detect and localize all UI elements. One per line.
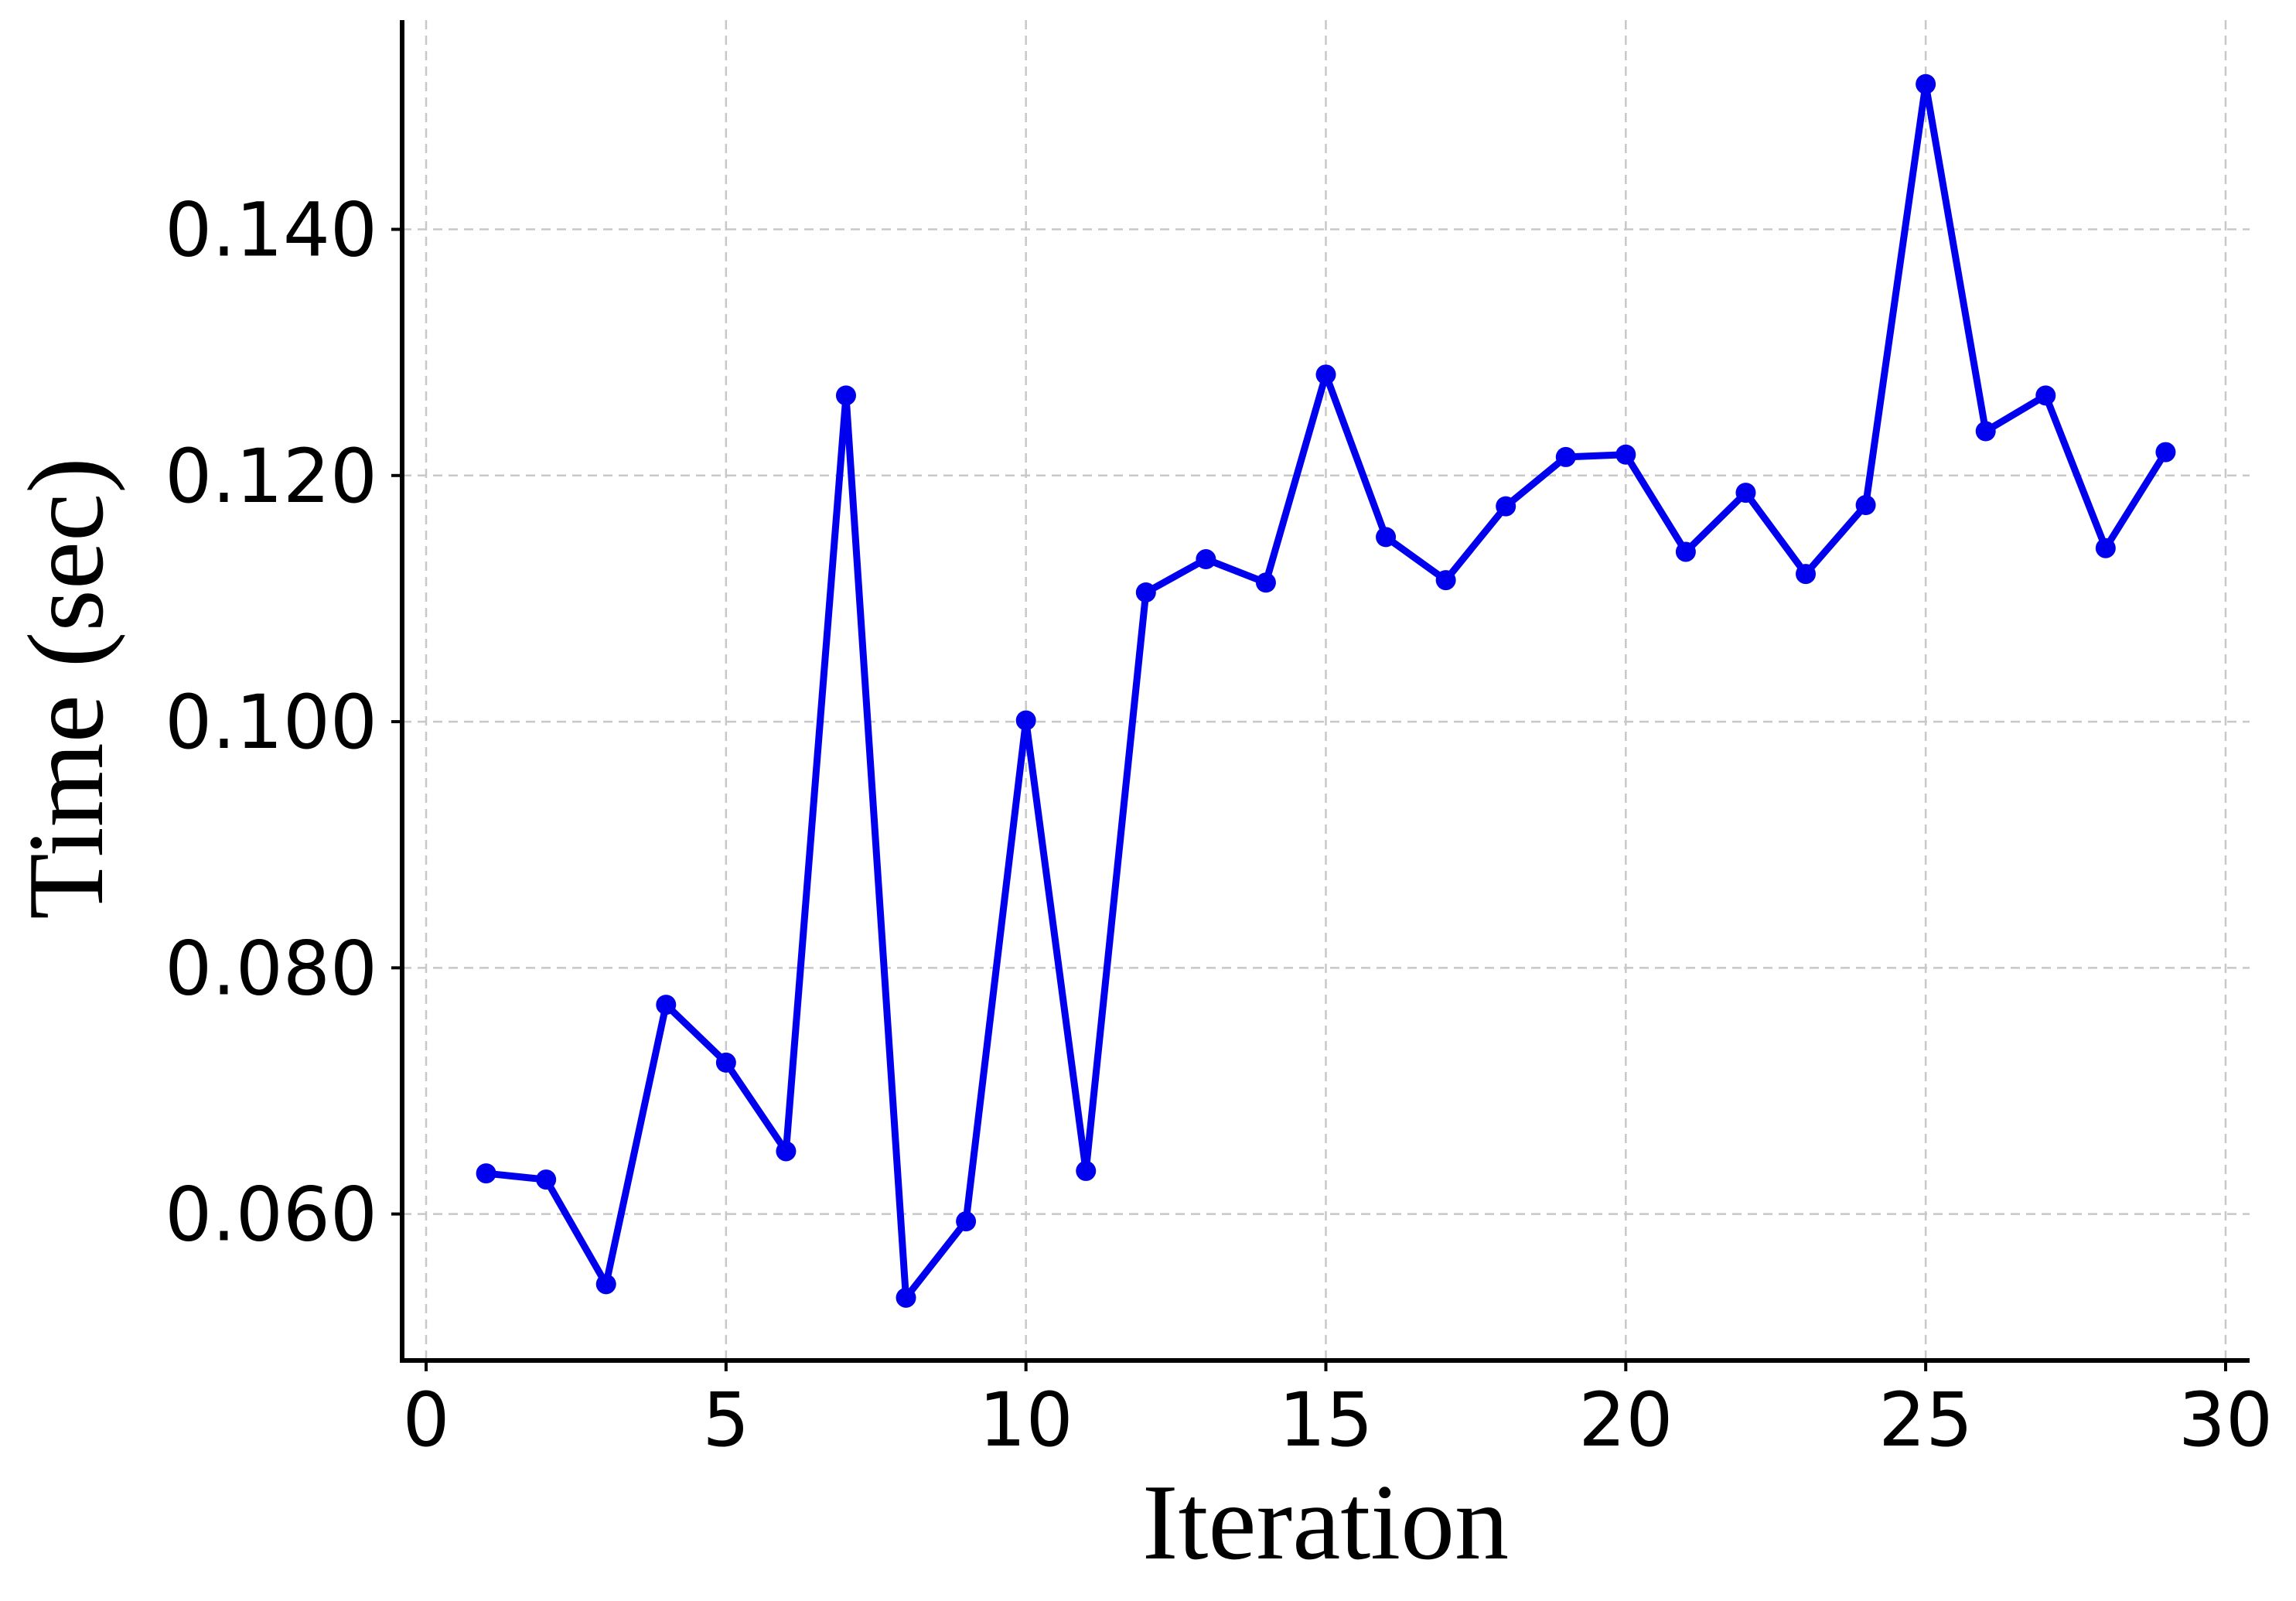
data-point (1315, 364, 1336, 385)
data-point (896, 1287, 916, 1308)
y-tick-label: 0.140 (165, 187, 377, 274)
grid (402, 20, 2250, 1360)
data-point (536, 1169, 557, 1190)
data-point (1796, 564, 1817, 585)
x-tick-label: 25 (1878, 1377, 1973, 1463)
x-tick-label: 0 (402, 1377, 449, 1463)
y-tick-label: 0.060 (165, 1172, 377, 1258)
y-tick-label: 0.120 (165, 433, 377, 520)
data-point (1916, 73, 1936, 94)
y-tick-label: 0.080 (165, 925, 377, 1012)
data-point (1855, 494, 1876, 515)
x-tick-label: 5 (702, 1377, 749, 1463)
data-point (476, 1163, 496, 1184)
data-point (1735, 483, 1756, 504)
data-point (656, 995, 677, 1016)
data-point (715, 1052, 736, 1073)
data-point (1135, 582, 1156, 603)
data-point (1496, 496, 1516, 517)
data-point (2035, 385, 2056, 406)
y-axis-title: Time (sec) (6, 457, 126, 920)
data-point (2155, 442, 2176, 463)
x-tick-label: 15 (1278, 1377, 1373, 1463)
series (476, 73, 2176, 1308)
data-point (1076, 1160, 1097, 1181)
data-point (595, 1274, 616, 1295)
data-point (1255, 572, 1276, 593)
data-point (2095, 538, 2116, 558)
x-tick-label: 10 (979, 1377, 1073, 1463)
x-axis-title: Iteration (1142, 1463, 1509, 1582)
data-point (1376, 527, 1397, 548)
x-tick-label: 30 (2178, 1377, 2273, 1463)
data-point (835, 385, 856, 406)
data-point (956, 1211, 977, 1232)
data-point (1675, 541, 1696, 562)
data-point (1015, 710, 1036, 731)
data-point (1975, 421, 1996, 442)
data-point (776, 1141, 797, 1162)
x-tick-label: 20 (1578, 1377, 1673, 1463)
data-point (1615, 444, 1636, 465)
data-point (1196, 549, 1216, 570)
data-point (1555, 446, 1576, 467)
data-point (1435, 570, 1456, 591)
ticks: 0 5 10 15 20 25 30 0.060 0.080 0.100 0.120 0.140 (165, 187, 2273, 1463)
y-tick-label: 0.100 (165, 679, 377, 766)
